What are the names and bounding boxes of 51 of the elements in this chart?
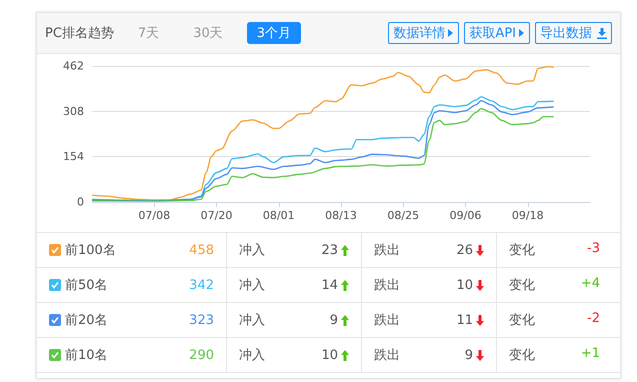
- text: +4: [580, 276, 600, 293]
- text: 9: [330, 312, 339, 329]
- text: 323: [189, 312, 214, 328]
- text: 跌出: [374, 312, 400, 329]
- text: +1: [580, 346, 600, 363]
- text: 跌出: [374, 242, 400, 259]
- text: 14: [321, 276, 339, 294]
- text: 342: [189, 278, 214, 292]
- x-tick-label: 08/01: [262, 209, 295, 222]
- text: 26: [456, 242, 474, 259]
- text: 导出数据: [535, 22, 612, 44]
- x-tick-label: 09/18: [512, 209, 544, 222]
- legend-label: 前20名: [64, 312, 108, 329]
- text: 10: [456, 276, 474, 294]
- text: 7天: [136, 25, 160, 43]
- legend-label: 前10名: [64, 347, 108, 364]
- text: 变化: [509, 312, 535, 329]
- line-series: [91, 66, 554, 201]
- text: 冲入: [239, 277, 265, 294]
- text: 3个月: [246, 22, 302, 44]
- y-tick-label: 154: [63, 150, 84, 164]
- text: 290: [189, 348, 214, 362]
- x-tick-label: 08/13: [325, 209, 357, 222]
- text: 458: [189, 242, 214, 258]
- x-tick-label: 08/25: [387, 209, 420, 222]
- legend-label: 前100名: [64, 242, 116, 259]
- text: 变化: [509, 242, 535, 259]
- text: 11: [456, 312, 474, 329]
- chart-title: PC排名趋势: [45, 25, 114, 42]
- x-tick-label: 07/20: [200, 209, 232, 222]
- text: 跌出: [374, 277, 400, 294]
- text: -2: [587, 311, 600, 328]
- text: -3: [587, 241, 600, 258]
- text: 冲入: [239, 347, 265, 364]
- x-tick-label: 09/06: [450, 209, 482, 222]
- y-tick-label: 308: [63, 104, 84, 118]
- text: 9: [464, 346, 474, 364]
- text: 10: [321, 346, 339, 364]
- text: 23: [321, 242, 339, 259]
- text: 获取API: [464, 22, 530, 44]
- text: 冲入: [239, 312, 265, 329]
- legend-label: 前50名: [64, 277, 108, 294]
- text: 30天: [192, 25, 224, 43]
- y-tick-label: 0: [77, 196, 84, 208]
- text: 冲入: [239, 242, 265, 259]
- text: 变化: [509, 277, 535, 294]
- text: 数据详情: [388, 22, 460, 44]
- y-tick-label: 462: [63, 60, 84, 72]
- text: 变化: [509, 347, 535, 364]
- x-tick-label: 07/08: [138, 209, 170, 222]
- text: 跌出: [374, 347, 400, 364]
